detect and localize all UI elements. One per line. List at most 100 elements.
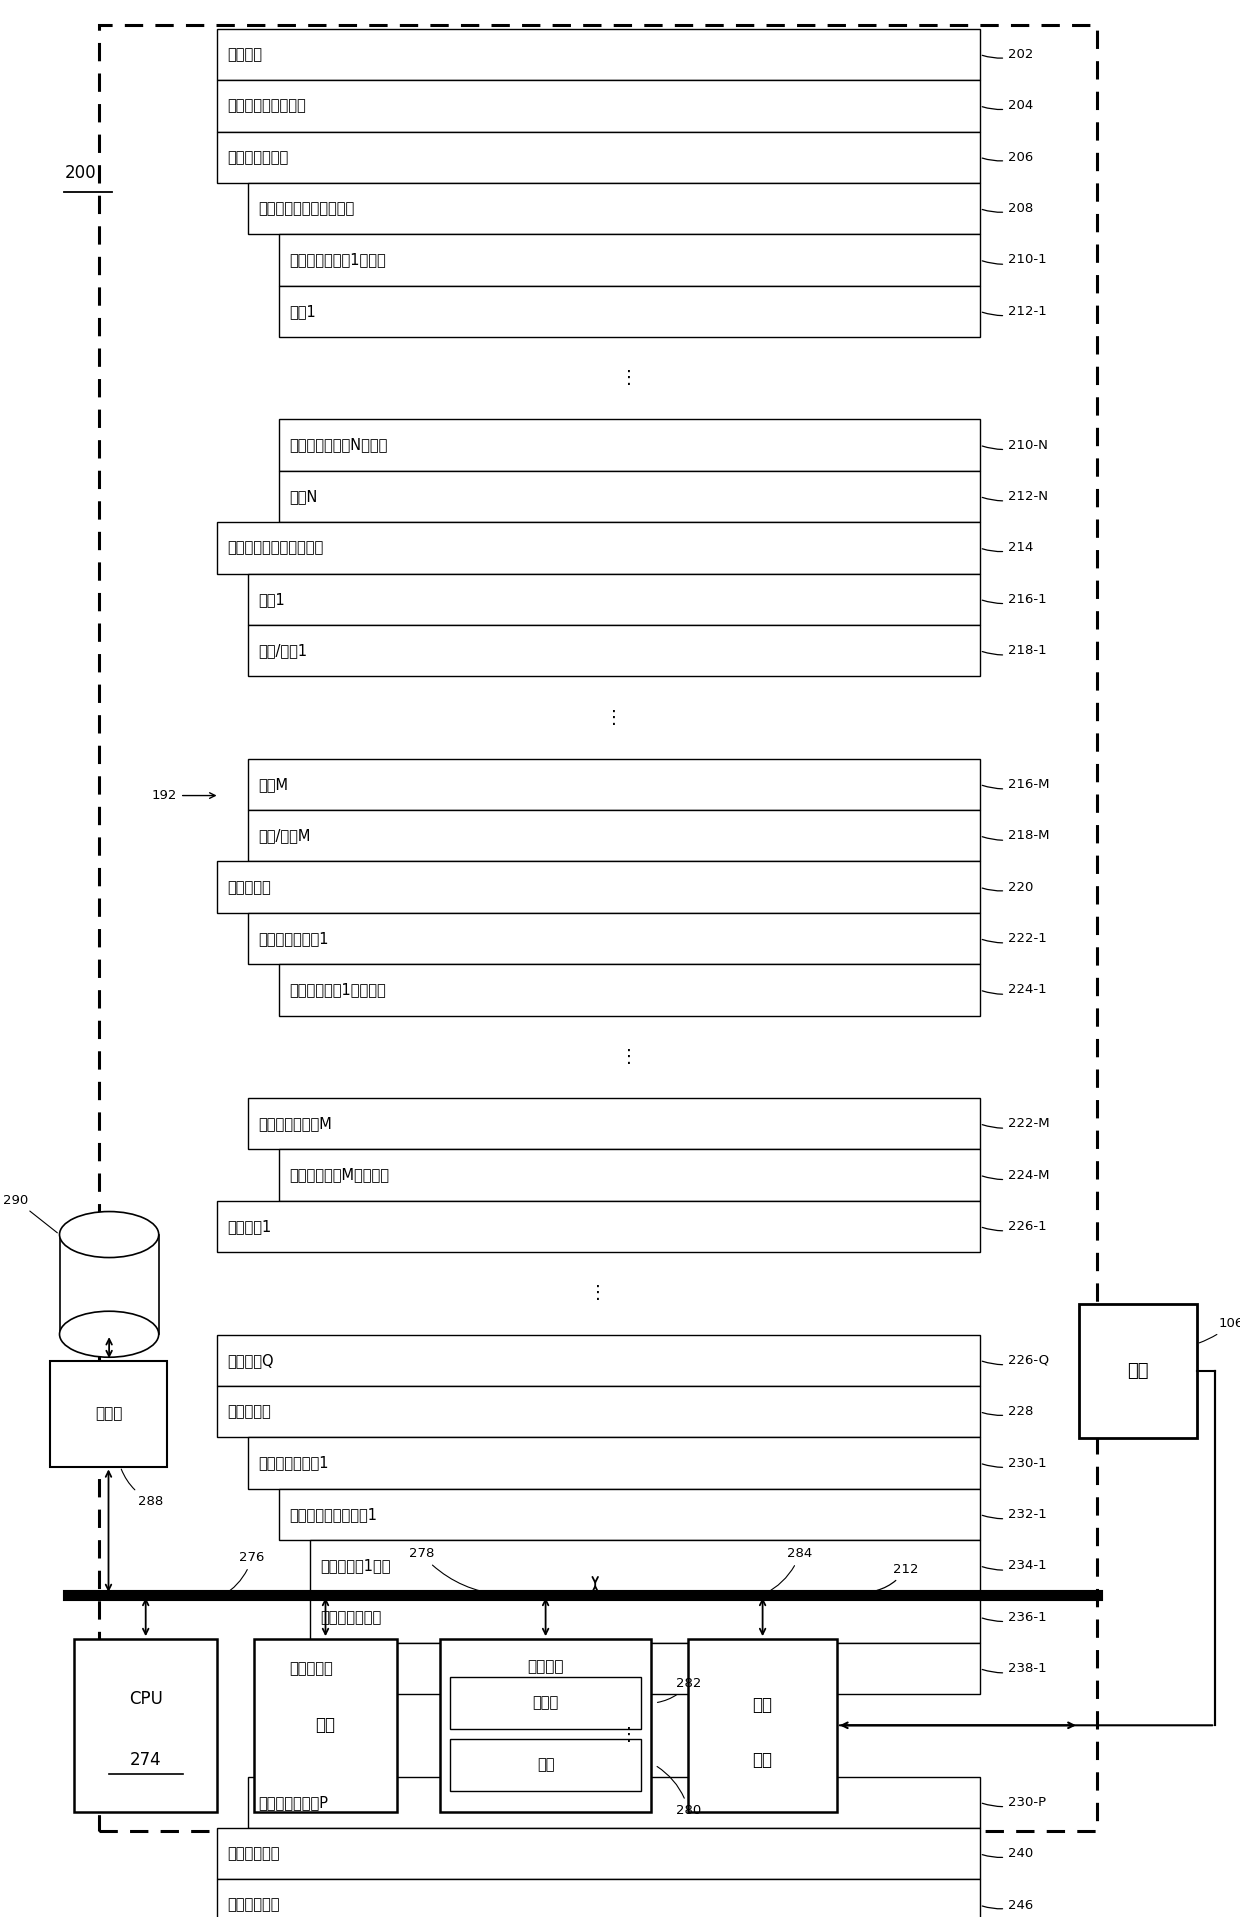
Text: 日期/时间1: 日期/时间1 xyxy=(258,642,308,658)
Text: 212-N: 212-N xyxy=(982,491,1048,502)
Text: 胰岛素药剂记录P: 胰岛素药剂记录P xyxy=(258,1794,327,1810)
Bar xyxy=(248,625,980,677)
Text: 274: 274 xyxy=(130,1750,161,1769)
Text: 236-1: 236-1 xyxy=(982,1610,1047,1624)
Text: 胰岛素药剂注射事件1: 胰岛素药剂注射事件1 xyxy=(289,1507,377,1522)
Text: 208: 208 xyxy=(982,201,1033,215)
Text: 210-1: 210-1 xyxy=(982,253,1047,266)
Bar xyxy=(217,81,980,132)
Bar xyxy=(50,1361,167,1467)
Bar xyxy=(248,573,980,625)
Text: 228: 228 xyxy=(982,1405,1033,1419)
Text: 282: 282 xyxy=(657,1677,701,1702)
Text: 216-M: 216-M xyxy=(982,778,1049,792)
Text: 葡萄糖测量结果M: 葡萄糖测量结果M xyxy=(258,1116,331,1131)
Text: 222-M: 222-M xyxy=(982,1118,1050,1131)
Text: 206: 206 xyxy=(982,151,1033,163)
Text: 216-1: 216-1 xyxy=(982,592,1047,606)
Bar xyxy=(217,132,980,182)
Bar xyxy=(217,29,980,81)
Text: 阶段1: 阶段1 xyxy=(289,303,316,318)
Bar xyxy=(248,811,980,861)
Bar xyxy=(217,1879,980,1917)
Bar xyxy=(217,1829,980,1879)
Text: 214: 214 xyxy=(982,541,1033,554)
Bar xyxy=(248,1098,980,1150)
Text: 注射的药剂1的量: 注射的药剂1的量 xyxy=(320,1559,391,1574)
Bar xyxy=(279,234,980,286)
Text: ⋮: ⋮ xyxy=(620,370,639,387)
Text: 网络: 网络 xyxy=(753,1697,773,1714)
Bar xyxy=(310,1591,980,1643)
Text: 剂量1: 剂量1 xyxy=(258,592,285,608)
Text: 胰岛素药剂记录1: 胰岛素药剂记录1 xyxy=(258,1455,329,1470)
Text: 222-1: 222-1 xyxy=(982,932,1047,945)
Text: 232-1: 232-1 xyxy=(982,1509,1047,1520)
Text: 胰岛素药剂类型: 胰岛素药剂类型 xyxy=(320,1610,381,1626)
Text: 第二数据集: 第二数据集 xyxy=(227,1403,270,1419)
Text: 224-M: 224-M xyxy=(982,1169,1049,1181)
Text: 230-P: 230-P xyxy=(982,1796,1047,1810)
Text: 276: 276 xyxy=(223,1551,264,1595)
Text: 长效胰岛素药剂1的剂量: 长效胰岛素药剂1的剂量 xyxy=(289,253,386,268)
Bar xyxy=(99,25,1097,1831)
Bar xyxy=(248,912,980,964)
Text: 280: 280 xyxy=(657,1766,701,1817)
Text: 药剂时间戳: 药剂时间戳 xyxy=(289,1660,332,1675)
Bar xyxy=(74,1639,217,1812)
Text: 240: 240 xyxy=(982,1848,1033,1859)
Text: 192: 192 xyxy=(153,790,177,801)
Text: 230-1: 230-1 xyxy=(982,1457,1047,1470)
Text: 234-1: 234-1 xyxy=(982,1559,1047,1572)
Bar xyxy=(440,1639,651,1812)
Bar xyxy=(1079,1304,1197,1438)
Text: 基础胰岛素药剂剂量方案: 基础胰岛素药剂剂量方案 xyxy=(258,201,355,217)
Bar xyxy=(217,861,980,912)
Text: 键盘: 键盘 xyxy=(537,1758,554,1773)
Text: 用户接口: 用户接口 xyxy=(527,1658,564,1674)
Text: 葡萄糖测量结果1: 葡萄糖测量结果1 xyxy=(258,932,329,947)
Text: ⋮: ⋮ xyxy=(605,709,622,727)
Text: 长期胰岛素方案: 长期胰岛素方案 xyxy=(227,150,288,165)
Text: 218-1: 218-1 xyxy=(982,644,1047,658)
Text: 多个用餐事件: 多个用餐事件 xyxy=(227,1898,279,1913)
Text: 288: 288 xyxy=(122,1468,164,1507)
Text: 前馈事件Q: 前馈事件Q xyxy=(227,1353,274,1369)
Text: CPU: CPU xyxy=(129,1691,162,1708)
Text: 餐时胰岛素药剂剂量方案: 餐时胰岛素药剂剂量方案 xyxy=(227,541,324,556)
Text: 前馈事件1: 前馈事件1 xyxy=(227,1219,272,1235)
Text: 246: 246 xyxy=(982,1898,1033,1911)
Text: 网络: 网络 xyxy=(1127,1361,1148,1380)
Text: 212: 212 xyxy=(877,1562,919,1591)
Text: 202: 202 xyxy=(982,48,1033,61)
Text: 日期/时间M: 日期/时间M xyxy=(258,828,310,843)
Text: 238-1: 238-1 xyxy=(982,1662,1047,1675)
Text: ⋮: ⋮ xyxy=(620,1049,639,1066)
Text: 284: 284 xyxy=(765,1547,812,1593)
Bar xyxy=(248,759,980,811)
Bar xyxy=(254,1639,397,1812)
Text: 剂量M: 剂量M xyxy=(258,776,288,792)
Text: 接口: 接口 xyxy=(753,1750,773,1769)
Bar xyxy=(248,1438,980,1490)
Text: 220: 220 xyxy=(982,880,1033,893)
Text: 显示器: 显示器 xyxy=(532,1695,559,1710)
Text: 226-1: 226-1 xyxy=(982,1219,1047,1233)
Text: 长效胰岛素药剂N的剂量: 长效胰岛素药剂N的剂量 xyxy=(289,437,387,452)
Text: 106: 106 xyxy=(1199,1317,1240,1344)
Bar xyxy=(450,1739,641,1790)
Bar xyxy=(217,1200,980,1252)
Text: 218-M: 218-M xyxy=(982,830,1049,842)
Text: 210-N: 210-N xyxy=(982,439,1048,452)
Bar xyxy=(279,1150,980,1200)
Text: 胰岛素方案调整模块: 胰岛素方案调整模块 xyxy=(227,98,306,113)
Bar xyxy=(217,1334,980,1386)
Text: 多个空腹事件: 多个空腹事件 xyxy=(227,1846,279,1861)
Text: 200: 200 xyxy=(64,163,97,182)
Bar xyxy=(279,1490,980,1539)
Text: 阶段N: 阶段N xyxy=(289,489,317,504)
Text: 第一数据集: 第一数据集 xyxy=(227,880,270,895)
Text: 290: 290 xyxy=(4,1194,57,1233)
Bar xyxy=(248,1777,980,1829)
Ellipse shape xyxy=(60,1212,159,1258)
